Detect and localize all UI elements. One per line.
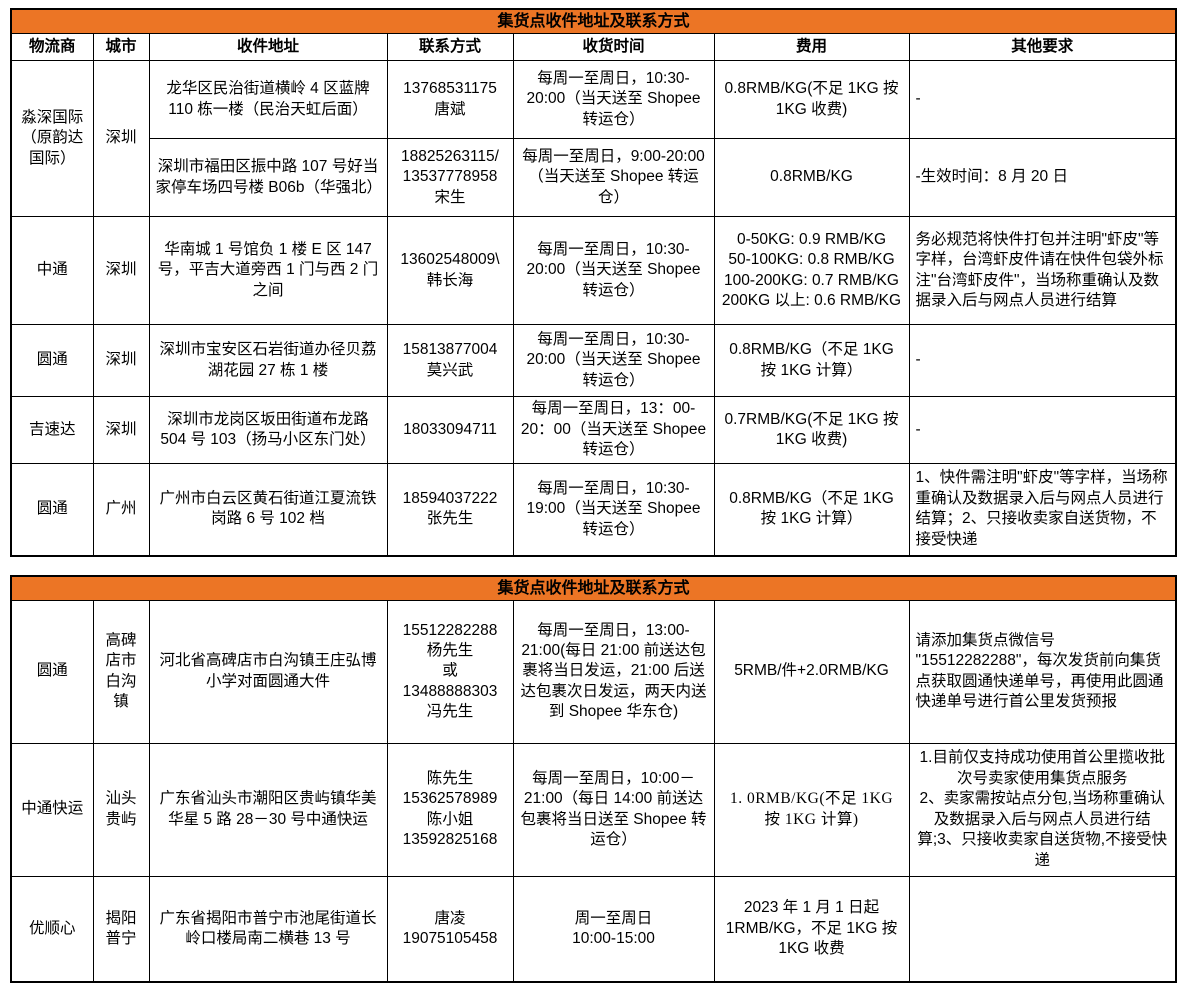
cell-fee: 0.7RMB/KG(不足 1KG 按 1KG 收费) bbox=[713, 396, 910, 465]
cell-provider: 中通 bbox=[10, 216, 94, 326]
table-row: 淼深国际（原韵达国际） 深圳 龙华区民治街道横岭 4 区蓝牌 110 栋一楼（民… bbox=[10, 60, 1177, 218]
cell-city: 揭阳普宁 bbox=[92, 875, 150, 983]
column-header-address: 收件地址 bbox=[148, 33, 388, 62]
table-2-title-row: 集货点收件地址及联系方式 bbox=[10, 575, 1177, 601]
cell-contact: 13768531175 唐斌 bbox=[386, 60, 514, 140]
cell-city: 深圳 bbox=[92, 324, 150, 398]
cell-city: 广州 bbox=[92, 463, 150, 557]
table-row: 吉速达 深圳 深圳市龙岗区坂田街道布龙路 504 号 103（扬马小区东门处） … bbox=[10, 396, 1177, 465]
cell-fee: 0.8RMB/KG（不足 1KG 按 1KG 计算） bbox=[713, 324, 910, 398]
cell-provider: 优顺心 bbox=[10, 875, 94, 983]
cell-time: 每周一至周日，13：00-20：00（当天送至 Shopee 转运仓） bbox=[512, 396, 715, 465]
table-1-title-row: 集货点收件地址及联系方式 bbox=[10, 8, 1177, 35]
table-1-header-row: 物流商 城市 收件地址 联系方式 收货时间 费用 其他要求 bbox=[10, 33, 1177, 62]
cell-other: 1.目前仅支持成功使用首公里揽收批次号卖家使用集货点服务 2、卖家需按站点分包,… bbox=[908, 742, 1177, 877]
cell-address: 深圳市福田区振中路 107 号好当家停车场四号楼 B06b（华强北） bbox=[148, 138, 388, 218]
table-title: 集货点收件地址及联系方式 bbox=[10, 575, 1177, 601]
cell-provider: 吉速达 bbox=[10, 396, 94, 465]
cell-fee: 5RMB/件+2.0RMB/KG bbox=[713, 599, 910, 744]
column-header-city: 城市 bbox=[92, 33, 150, 62]
cell-contact: 唐凌 19075105458 bbox=[386, 875, 514, 983]
column-header-contact: 联系方式 bbox=[386, 33, 514, 62]
cell-fee: 0.8RMB/KG（不足 1KG 按 1KG 计算） bbox=[713, 463, 910, 557]
cell-time: 每周一至周日，9:00-20:00（当天送至 Shopee 转运仓） bbox=[512, 138, 715, 218]
cell-address: 广东省揭阳市普宁市池尾街道长岭口楼局南二横巷 13 号 bbox=[148, 875, 388, 983]
cell-other: 请添加集货点微信号 "15512282288"，每次发货前向集货点获取圆通快递单… bbox=[908, 599, 1177, 744]
cell-provider: 圆通 bbox=[10, 463, 94, 557]
cell-address: 广东省汕头市潮阳区贵屿镇华美华星 5 路 28－30 号中通快运 bbox=[148, 742, 388, 877]
column-header-time: 收货时间 bbox=[512, 33, 715, 62]
cell-time: 每周一至周日，10:30-20:00（当天送至 Shopee 转运仓） bbox=[512, 60, 715, 140]
cell-provider: 淼深国际（原韵达国际） bbox=[10, 60, 94, 218]
cell-city: 深圳 bbox=[92, 60, 150, 218]
column-header-other: 其他要求 bbox=[908, 33, 1177, 62]
cell-time: 每周一至周日，10:30-20:00（当天送至 Shopee 转运仓） bbox=[512, 216, 715, 326]
cell-time: 每周一至周日，10:00－21:00（每日 14:00 前送达包裹将当日送至 S… bbox=[512, 742, 715, 877]
cell-address: 河北省高碑店市白沟镇王庄弘博小学对面圆通大件 bbox=[148, 599, 388, 744]
cell-fee: 2023 年 1 月 1 日起 1RMB/KG，不足 1KG 按 1KG 收费 bbox=[713, 875, 910, 983]
cell-provider: 圆通 bbox=[10, 324, 94, 398]
cell-contact: 15813877004 莫兴武 bbox=[386, 324, 514, 398]
cell-time: 每周一至周日，10:30-19:00（当天送至 Shopee 转运仓） bbox=[512, 463, 715, 557]
table-row: 中通快运 汕头贵屿 广东省汕头市潮阳区贵屿镇华美华星 5 路 28－30 号中通… bbox=[10, 742, 1177, 877]
cell-other: -生效时间：8 月 20 日 bbox=[908, 138, 1177, 218]
cell-address: 华南城 1 号馆负 1 楼 E 区 147 号，平吉大道旁西 1 门与西 2 门… bbox=[148, 216, 388, 326]
cell-provider: 中通快运 bbox=[10, 742, 94, 877]
cell-fee: 0.8RMB/KG(不足 1KG 按 1KG 收费) bbox=[713, 60, 910, 140]
cell-other: - bbox=[908, 60, 1177, 140]
table-row: 深圳市福田区振中路 107 号好当家停车场四号楼 B06b（华强北） 18825… bbox=[11, 138, 1177, 218]
collection-points-table-1: 集货点收件地址及联系方式 物流商 城市 收件地址 联系方式 收货时间 费用 其他… bbox=[10, 8, 1177, 557]
cell-address: 深圳市宝安区石岩街道办径贝荔湖花园 27 栋 1 楼 bbox=[148, 324, 388, 398]
table-row: 优顺心 揭阳普宁 广东省揭阳市普宁市池尾街道长岭口楼局南二横巷 13 号 唐凌 … bbox=[10, 875, 1177, 983]
table-row: 圆通 高碑店市白沟镇 河北省高碑店市白沟镇王庄弘博小学对面圆通大件 155122… bbox=[10, 599, 1177, 744]
cell-time: 每周一至周日，10:30-20:00（当天送至 Shopee 转运仓） bbox=[512, 324, 715, 398]
column-header-fee: 费用 bbox=[713, 33, 910, 62]
cell-address: 深圳市龙岗区坂田街道布龙路 504 号 103（扬马小区东门处） bbox=[148, 396, 388, 465]
cell-fee: 0-50KG: 0.9 RMB/KG 50-100KG: 0.8 RMB/KG … bbox=[713, 216, 910, 326]
cell-contact: 18594037222 张先生 bbox=[386, 463, 514, 557]
cell-contact: 陈先生 15362578989 陈小姐 13592825168 bbox=[386, 742, 514, 877]
cell-address: 广州市白云区黄石街道江夏流铁岗路 6 号 102 档 bbox=[148, 463, 388, 557]
cell-contact: 18033094711 bbox=[386, 396, 514, 465]
cell-fee: 1. 0RMB/KG(不足 1KG 按 1KG 计算) bbox=[713, 742, 910, 877]
cell-other bbox=[908, 875, 1177, 983]
cell-city: 深圳 bbox=[92, 216, 150, 326]
cell-time: 每周一至周日，13:00-21:00(每日 21:00 前送达包裹将当日发运，2… bbox=[512, 599, 715, 744]
table-title: 集货点收件地址及联系方式 bbox=[10, 8, 1177, 35]
cell-address: 龙华区民治街道横岭 4 区蓝牌 110 栋一楼（民治天虹后面） bbox=[148, 60, 388, 140]
cell-other: 务必规范将快件打包并注明"虾皮"等字样，台湾虾皮件请在快件包袋外标注"台湾虾皮件… bbox=[908, 216, 1177, 326]
cell-city: 高碑店市白沟镇 bbox=[92, 599, 150, 744]
column-header-provider: 物流商 bbox=[10, 33, 94, 62]
cell-contact: 15512282288 杨先生 或 13488888303 冯先生 bbox=[386, 599, 514, 744]
cell-other: - bbox=[908, 396, 1177, 465]
cell-city: 深圳 bbox=[92, 396, 150, 465]
cell-other: 1、快件需注明"虾皮"等字样，当场称重确认及数据录入后与网点人员进行结算；2、只… bbox=[908, 463, 1177, 557]
cell-contact: 18825263115/ 13537778958 宋生 bbox=[386, 138, 514, 218]
cell-time: 周一至周日 10:00-15:00 bbox=[512, 875, 715, 983]
collection-points-table-2: 集货点收件地址及联系方式 圆通 高碑店市白沟镇 河北省高碑店市白沟镇王庄弘博小学… bbox=[10, 574, 1177, 984]
table-row: 圆通 广州 广州市白云区黄石街道江夏流铁岗路 6 号 102 档 1859403… bbox=[10, 463, 1177, 557]
table-row: 圆通 深圳 深圳市宝安区石岩街道办径贝荔湖花园 27 栋 1 楼 1581387… bbox=[10, 324, 1177, 398]
cell-other: - bbox=[908, 324, 1177, 398]
cell-city: 汕头贵屿 bbox=[92, 742, 150, 877]
table-row: 中通 深圳 华南城 1 号馆负 1 楼 E 区 147 号，平吉大道旁西 1 门… bbox=[10, 216, 1177, 326]
cell-provider: 圆通 bbox=[10, 599, 94, 744]
cell-contact: 13602548009\ 韩长海 bbox=[386, 216, 514, 326]
cell-fee: 0.8RMB/KG bbox=[713, 138, 910, 218]
